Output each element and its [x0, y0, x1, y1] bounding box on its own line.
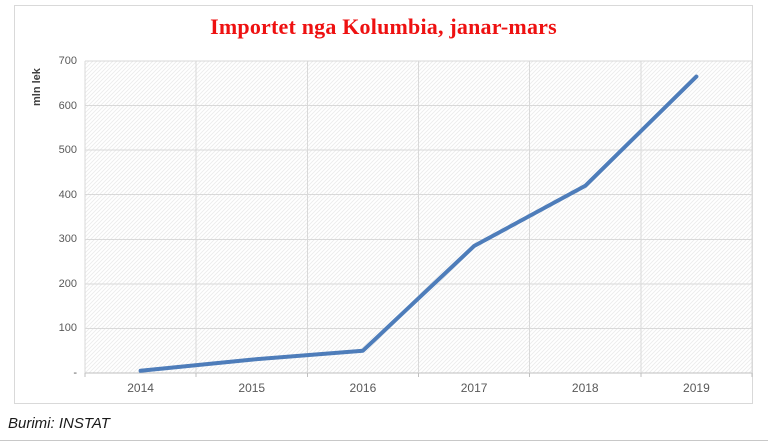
y-tick-label: 400	[58, 188, 77, 201]
y-tick-label: 300	[58, 233, 77, 246]
x-tick-label: 2017	[460, 381, 488, 395]
x-tick-label: 2019	[683, 381, 710, 395]
source-note: Burimi: INSTAT	[8, 415, 110, 432]
y-tick-label: 100	[58, 322, 77, 335]
x-tick-label: 2016	[349, 381, 377, 395]
x-tick-label: 2015	[238, 381, 266, 395]
y-tick-label: 500	[58, 144, 77, 157]
x-tick-label: 2014	[127, 381, 154, 395]
y-tick-label: -	[73, 367, 77, 379]
y-tick-label: 600	[58, 99, 77, 112]
y-tick-label: 200	[58, 277, 77, 290]
x-tick-label: 2018	[571, 381, 599, 395]
bottom-divider	[0, 440, 768, 441]
chart-container: Importet nga Kolumbia, janar-mars mln le…	[14, 5, 753, 404]
data-line	[138, 74, 699, 373]
chart-title: Importet nga Kolumbia, janar-mars	[210, 14, 557, 39]
y-tick-label: 700	[58, 55, 77, 67]
plot-area	[84, 60, 753, 377]
